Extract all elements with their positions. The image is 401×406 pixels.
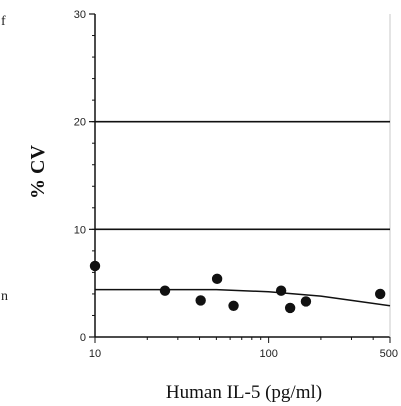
y-tick-label: 0 [80,332,86,344]
x-tick-label: 100 [259,348,277,360]
data-point [374,288,386,300]
y-tick-label: 10 [74,224,86,236]
plot-frame [94,14,391,338]
data-point [275,285,287,296]
clipped-left-text-top: f [1,14,6,29]
data-point [211,273,223,285]
x-tick-label: 10 [89,348,101,360]
y-axis-label: % CV [27,145,49,199]
data-points [89,260,386,314]
data-point [300,296,312,307]
data-point [159,285,171,296]
fit-curve [95,288,391,307]
x-axis-ticks: 10 100 500 [89,337,398,360]
y-tick-label: 30 [74,9,86,21]
x-axis-label: Human IL-5 (pg/ml) [166,382,322,403]
data-point [195,295,206,306]
y-axis-ticks: 0 10 20 30 [74,9,95,344]
data-point [89,260,101,272]
data-point [228,300,239,311]
x-tick-label: 500 [380,348,398,360]
y-tick-label: 20 [74,117,86,129]
clipped-left-text-bottom: n [1,289,8,304]
data-point [284,302,296,314]
reference-lines [95,120,390,231]
